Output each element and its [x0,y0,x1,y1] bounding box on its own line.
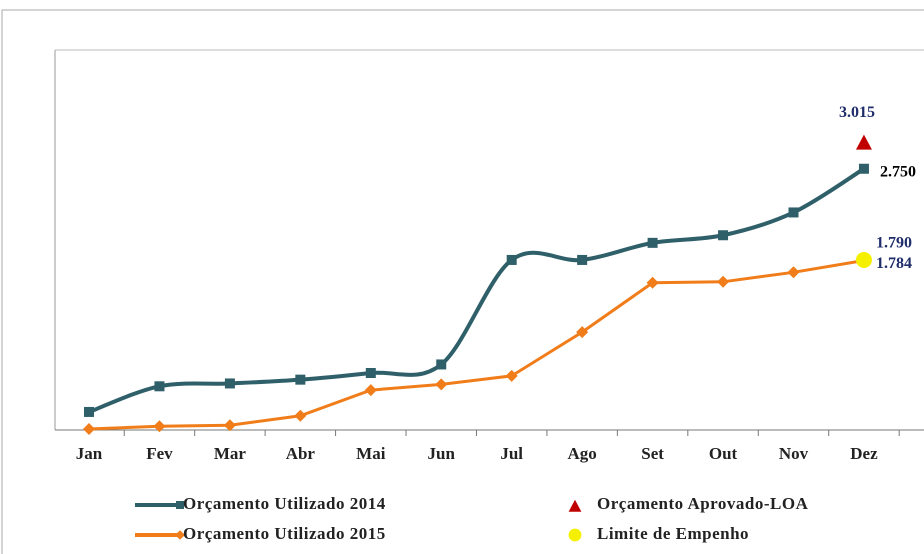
marker-square [84,406,94,417]
marker-diamond [717,275,730,288]
marker-square [224,378,235,389]
marker-square [365,368,376,378]
x-tick-label: Abr [286,444,316,463]
marker-diamond [364,384,377,397]
marker-triangle [855,134,872,150]
marker-square [506,254,517,265]
series-line [88,259,865,431]
series-line [88,167,866,414]
marker-diamond [153,420,166,433]
value-label: 2.750 [880,163,916,180]
marker-diamond [787,266,800,279]
marker-square [718,230,729,241]
marker-circle [855,251,872,268]
chart-frame [1,9,924,554]
x-tick-label: Fev [146,444,173,463]
value-label: 1.790 [876,235,912,252]
x-tick-label: Set [641,444,664,463]
x-tick-label: Jul [500,444,523,463]
marker-square [788,207,799,218]
marker-square [858,163,869,174]
marker-square [176,501,184,509]
x-tick-label: Jun [428,444,456,463]
value-label: 3.015 [839,104,875,121]
legend-label: Orçamento Utilizado 2015 [183,524,386,543]
marker-triangle [568,499,582,512]
legend-label: Orçamento Utilizado 2014 [183,494,386,513]
marker-square [154,381,165,392]
marker-diamond [175,530,185,540]
x-tick-label: Out [709,444,738,463]
marker-diamond [294,409,307,422]
marker-diamond [646,276,659,289]
x-tick-label: Mar [214,444,247,463]
x-tick-label: Ago [568,444,597,463]
marker-diamond [223,419,236,432]
marker-square [436,359,447,370]
marker-diamond [83,423,95,436]
legend-label: Orçamento Aprovado-LOA [597,494,809,513]
marker-diamond [435,378,448,391]
marker-square [577,254,588,265]
x-tick-label: Nov [779,444,809,463]
value-label: 1.784 [876,255,912,272]
x-tick-label: Mai [356,444,386,463]
marker-diamond [505,369,518,382]
marker-circle [568,528,582,542]
x-tick-label: Dez [850,444,878,463]
marker-square [647,237,658,248]
marker-square [295,374,306,385]
marker-diamond [576,326,589,339]
x-tick-label: Jan [76,444,103,463]
legend-label: Limite de Empenho [597,524,749,543]
